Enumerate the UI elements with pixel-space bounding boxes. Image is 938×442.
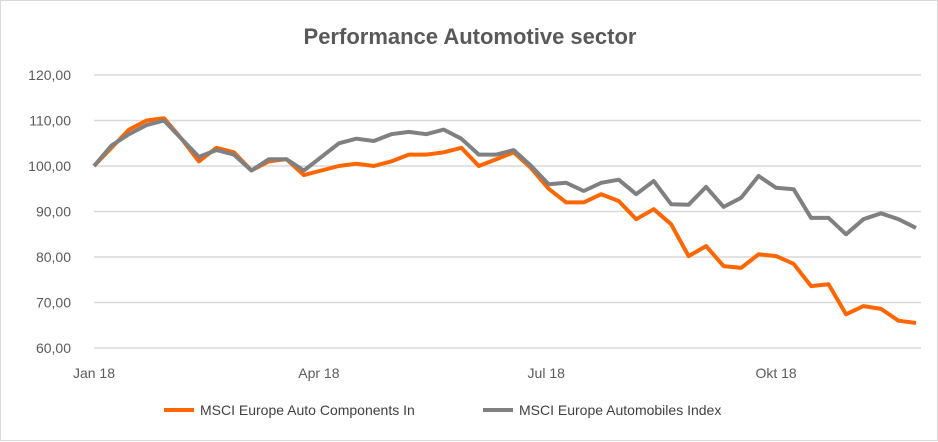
legend-label: MSCI Europe Automobiles Index [519,402,721,418]
y-tick-label: 60,00 [36,340,71,356]
x-tick-label: Jul 18 [528,365,566,381]
chart-title: Performance Automotive sector [304,24,637,49]
legend-label: MSCI Europe Auto Components In [200,402,415,418]
y-tick-label: 90,00 [36,204,71,220]
legend-item: MSCI Europe Automobiles Index [483,402,721,418]
y-tick-label: 110,00 [29,113,71,129]
series-line-2 [92,118,917,237]
y-tick-label: 100,00 [28,158,71,174]
x-tick-label: Okt 18 [755,365,796,381]
x-tick-label: Jan 18 [73,365,115,381]
x-tick-label: Apr 18 [298,365,339,381]
y-tick-label: 120,00 [28,67,71,83]
y-tick-label: 80,00 [36,249,71,265]
series-line-1 [92,116,917,325]
legend-item: MSCI Europe Auto Components In [164,402,415,418]
y-tick-label: 70,00 [36,295,71,311]
